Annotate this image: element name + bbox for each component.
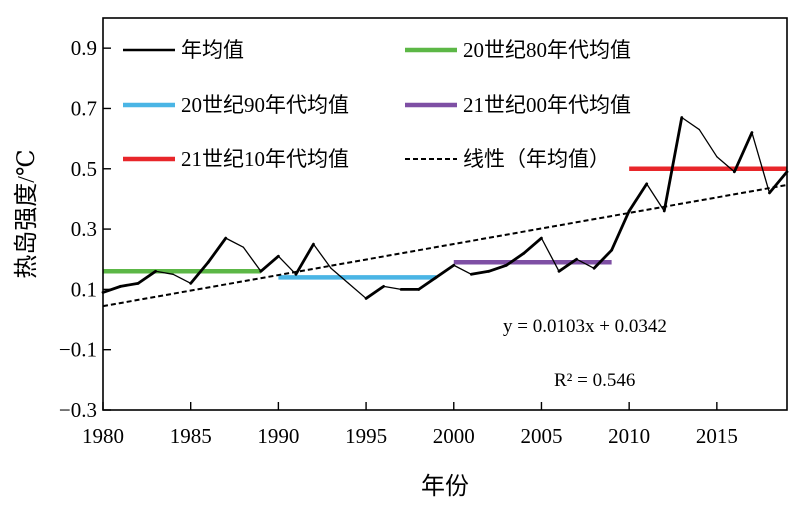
legend-label: 20世纪80年代均值	[463, 38, 631, 62]
y-tick-label: 0.3	[71, 217, 97, 241]
annual-series-segment	[277, 255, 297, 275]
x-tick-label: 1980	[82, 424, 124, 448]
annual-series-segment	[242, 246, 262, 272]
annual-series-segment	[627, 182, 649, 213]
legend-item: 线性（年均值）	[405, 147, 610, 171]
x-tick-label: 1985	[170, 424, 212, 448]
annual-series-segment	[347, 282, 367, 300]
annual-series-segment	[662, 116, 684, 213]
y-tick-label: −0.3	[59, 398, 97, 422]
annual-series-segment	[189, 260, 210, 285]
annual-series-segment	[101, 284, 122, 294]
annual-series-segment	[154, 270, 174, 275]
annual-series-segment	[119, 281, 140, 288]
annual-series-segment	[172, 273, 192, 285]
legend-label: 21世纪10年代均值	[181, 147, 349, 171]
annual-series-segment	[732, 131, 754, 174]
annual-series-segment	[557, 257, 578, 273]
annual-series-segment	[312, 243, 332, 269]
annual-series-segment	[698, 128, 718, 158]
trend-line-group	[102, 184, 788, 308]
annual-series-segment	[206, 236, 228, 264]
x-tick-label: 2005	[520, 424, 562, 448]
legend-item: 年均值	[123, 38, 244, 62]
annual-series-segment	[540, 237, 560, 272]
annual-series-segment	[382, 285, 402, 291]
x-tick-label: 1995	[345, 424, 387, 448]
x-tick-label: 2010	[608, 424, 650, 448]
plot-frame	[102, 17, 788, 411]
annual-series-segment	[716, 156, 736, 173]
annual-series-segment	[453, 264, 472, 275]
legend-label: 线性（年均值）	[463, 147, 610, 171]
annual-series-segment	[751, 131, 771, 194]
annual-series-segment	[294, 242, 315, 276]
axis-ticks: 1980 1985 1990 1995 2000 2005 2010 2015 −0.3 −0.1…	[59, 36, 738, 448]
annual-series-segment	[259, 254, 280, 273]
legend-label: 20世纪90年代均值	[181, 93, 349, 117]
annual-series-segment	[522, 236, 543, 255]
legend-item: 20世纪90年代均值	[123, 93, 349, 117]
x-axis-title: 年份	[421, 473, 469, 500]
annual-series-segment	[646, 183, 665, 212]
legend-item: 20世纪80年代均值	[405, 38, 631, 62]
annual-series-segment	[364, 284, 386, 300]
annual-series-group	[101, 116, 789, 300]
annual-series-segment	[592, 248, 614, 270]
annual-series-segment	[225, 237, 244, 248]
annual-series-segment	[417, 275, 438, 291]
y-tick-label: 0.7	[71, 96, 97, 120]
x-tick-label: 1990	[257, 424, 299, 448]
annual-series-segment	[434, 263, 456, 279]
r-squared-label: R² = 0.546	[554, 370, 635, 391]
legend-label: 21世纪00年代均值	[463, 93, 631, 117]
annual-series-segment	[768, 170, 789, 195]
y-tick-label: −0.1	[59, 338, 97, 362]
annual-series-segment	[504, 251, 526, 267]
annual-series-segment	[330, 267, 350, 285]
annual-series-segment	[136, 269, 158, 285]
annual-series-segment	[681, 116, 700, 131]
decade-mean-lines	[103, 166, 787, 280]
legend: 年均值 20世纪80年代均值 20世纪90年代均值 21世纪00年代均值 21世纪10年…	[123, 38, 631, 171]
annual-series-segment	[610, 209, 631, 252]
y-tick-label: 0.9	[71, 36, 97, 60]
annual-series-segment	[575, 258, 595, 269]
y-axis-title: 热岛强度/℃	[13, 149, 40, 279]
legend-label: 年均值	[181, 38, 244, 62]
x-tick-label: 2015	[696, 424, 738, 448]
x-tick-label: 2000	[433, 424, 475, 448]
trend-line	[102, 184, 788, 308]
y-tick-label: 0.5	[71, 157, 97, 181]
legend-item: 21世纪10年代均值	[123, 147, 349, 171]
regression-equation: y = 0.0103x + 0.0342	[503, 316, 667, 337]
annual-series-segment	[487, 263, 508, 273]
y-tick-label: 0.1	[71, 277, 97, 301]
annual-series-segment	[469, 269, 491, 276]
legend-item: 21世纪00年代均值	[405, 93, 631, 117]
